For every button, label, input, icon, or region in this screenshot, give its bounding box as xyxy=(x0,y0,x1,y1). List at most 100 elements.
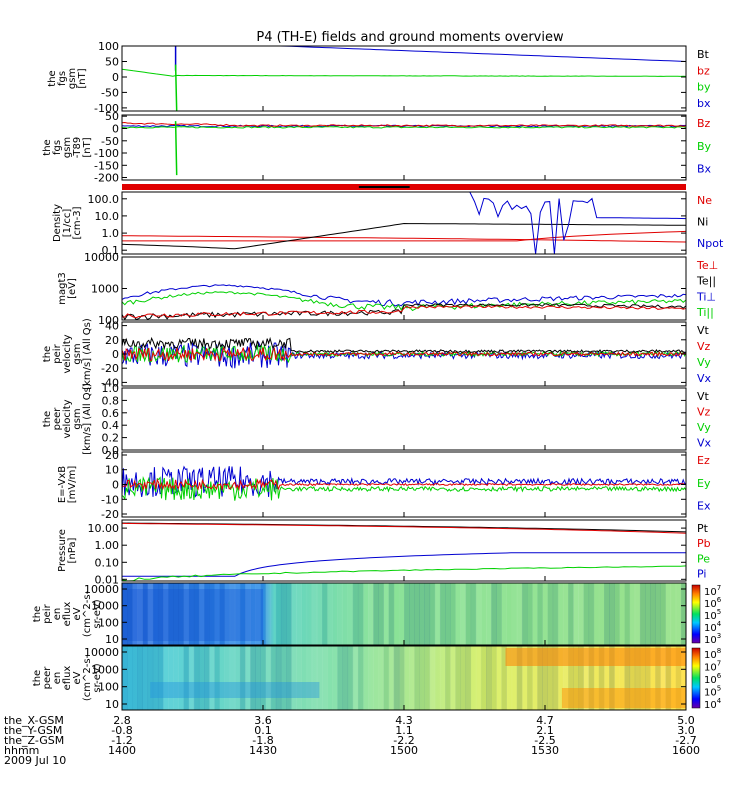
x-axis-row-label: the_X-GSM xyxy=(4,714,64,727)
spectrogram-stripe xyxy=(229,583,236,645)
y-tick-label: -200 xyxy=(94,172,119,185)
y-axis-label: velocity xyxy=(62,334,73,373)
spectrogram-stripe xyxy=(275,646,282,710)
spectrogram-stripe xyxy=(224,646,231,710)
spectrogram-stripe xyxy=(542,583,548,645)
legend-label: Vy xyxy=(697,356,711,369)
spectrogram-stripe xyxy=(670,646,677,710)
spectrogram-stripe xyxy=(562,646,569,710)
spectrogram-stripe xyxy=(465,583,472,645)
spectrogram-stripe xyxy=(619,646,625,710)
spectrogram-stripe xyxy=(137,646,143,710)
spectrogram-stripe xyxy=(588,646,595,710)
legend-label: Npot xyxy=(697,237,724,250)
y-tick-label: 1.00 xyxy=(95,539,120,552)
spectrogram-stripe xyxy=(680,646,687,710)
spectrogram-stripe xyxy=(347,646,354,710)
spectrogram-stripe xyxy=(598,646,605,710)
spectrogram-stripe xyxy=(547,646,554,710)
spectrogram-stripe xyxy=(450,583,456,645)
x-tick-label: -1.2 xyxy=(111,734,132,747)
y-tick-label: -50 xyxy=(101,86,119,99)
spectrogram-stripe xyxy=(424,646,431,710)
x-axis-row-label: hhmm xyxy=(4,744,39,757)
panel-exb: 20 10 0-10 -20 E=-VxB [mV/m] Ez Ey Ex xyxy=(57,449,711,521)
spectrogram-band xyxy=(561,688,686,708)
spectrogram-stripe xyxy=(424,583,431,645)
spectrogram xyxy=(122,583,686,645)
y-tick-label: 1000 xyxy=(91,600,119,613)
x-tick-label: 1.1 xyxy=(395,724,413,737)
spectrogram-stripe xyxy=(173,583,179,645)
y-tick-label: 0 xyxy=(112,123,119,136)
panel-density: 100.0 10.0 1.0 0.1 Density [1/cc] [cm-3] Ne Ni Np… xyxy=(52,191,724,257)
y-tick-label: 40 xyxy=(105,320,119,333)
series-ey xyxy=(121,475,687,501)
spectrogram-stripe xyxy=(198,583,205,645)
y-axis-label: gsm xyxy=(67,68,78,89)
spectrogram-stripe xyxy=(224,583,231,645)
spectrogram-stripe xyxy=(373,583,379,645)
spectrogram-stripe xyxy=(645,646,651,710)
spectrogram-stripe xyxy=(152,583,159,645)
spectrogram-stripe xyxy=(460,646,466,710)
spectrogram-stripe xyxy=(347,583,354,645)
spectrogram-stripe xyxy=(547,583,554,645)
spectrogram-stripe xyxy=(404,583,410,645)
spectrogram-stripe xyxy=(624,583,631,645)
y-tick-label: 100 xyxy=(98,616,119,629)
spectrogram-stripe xyxy=(357,583,364,645)
spectrogram-stripe xyxy=(378,646,384,710)
spectrogram-stripe xyxy=(132,646,138,710)
y-axis-label: the xyxy=(42,139,53,155)
spectrogram-stripe xyxy=(147,646,154,710)
x-tick-label: -2.5 xyxy=(534,734,555,747)
legend-label: by xyxy=(697,81,711,94)
panel-frame xyxy=(121,256,687,321)
x-tick-label: 2.1 xyxy=(536,724,554,737)
spectrogram-stripe xyxy=(127,583,133,645)
legend-label: Vy xyxy=(697,421,711,434)
spectrogram-stripe xyxy=(142,583,149,645)
spectrogram-stripe xyxy=(434,583,441,645)
x-tick-label: 3.6 xyxy=(254,714,272,727)
colorbar-tick: 104 xyxy=(704,697,722,711)
spectrogram-stripe xyxy=(352,583,359,645)
y-axis-label: Density xyxy=(52,204,63,242)
spectrogram-stripe xyxy=(368,646,374,710)
y-tick-label: 100 xyxy=(98,314,119,327)
spectrogram-stripe xyxy=(593,583,600,645)
spectrogram-stripe xyxy=(163,646,169,710)
spectrogram-stripe xyxy=(132,583,138,645)
y-tick-label: 0.01 xyxy=(95,573,120,586)
spectrogram-stripe xyxy=(352,646,359,710)
series-ne xyxy=(121,235,687,243)
spectrogram-stripe xyxy=(193,646,200,710)
panel-pressure: 10.00 1.00 0.10 0.01 Pressure [nPa] Pt Pb Pe Pi xyxy=(57,519,711,586)
spectrogram-stripe xyxy=(337,646,343,710)
spectrogram-stripe xyxy=(260,583,266,645)
colorbar-tick: 108 xyxy=(704,647,721,661)
spectrogram-stripe xyxy=(650,583,656,645)
spectrogram-stripe xyxy=(178,583,184,645)
spectrogram-stripe xyxy=(178,646,184,710)
legend-label: Pt xyxy=(697,522,709,535)
spectrogram-stripe xyxy=(445,646,451,710)
y-axis-label: peir xyxy=(52,343,63,363)
y-axis-label: [nT] xyxy=(82,137,93,157)
x-tick-label: 0.1 xyxy=(254,724,272,737)
x-axis-row-label: 2009 Jul 10 xyxy=(4,754,66,767)
spectrogram-stripe xyxy=(429,583,436,645)
y-tick-label: 0.0 xyxy=(102,444,120,457)
spectrogram-stripe xyxy=(198,646,205,710)
spectrogram-stripe xyxy=(291,646,297,710)
spectrogram-stripe xyxy=(516,646,523,710)
spectrogram-stripe xyxy=(286,583,292,645)
spectrogram-stripe xyxy=(552,583,559,645)
y-tick-label: 100 xyxy=(98,681,119,694)
x-tick-label: -1.8 xyxy=(252,734,273,747)
y-tick-label: 0.4 xyxy=(102,419,120,432)
spectrogram-stripe xyxy=(316,583,323,645)
